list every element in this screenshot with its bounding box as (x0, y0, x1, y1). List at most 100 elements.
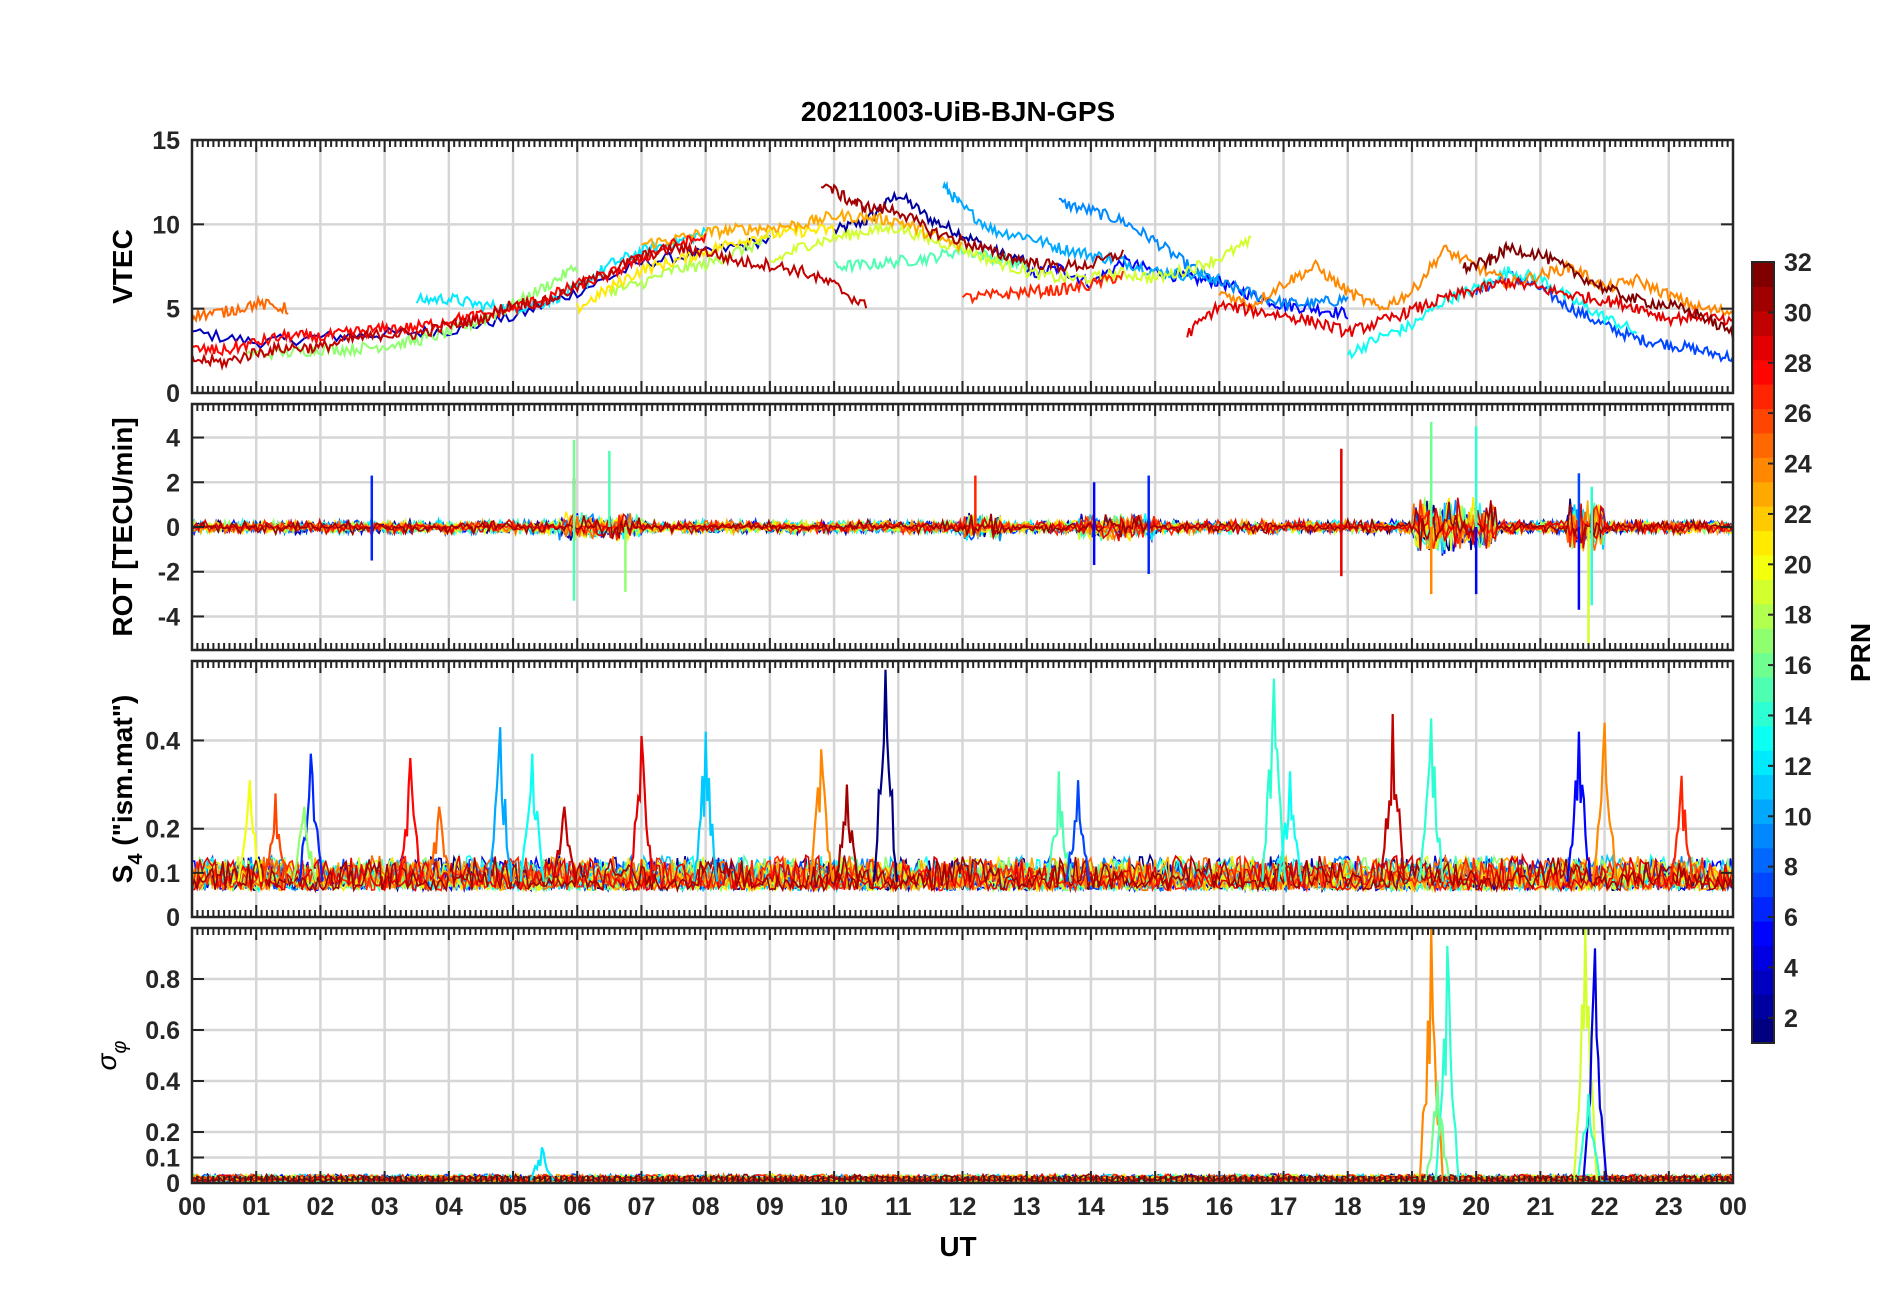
s4-series-prn-21 (192, 853, 1733, 894)
colorbar-bin (1752, 872, 1774, 898)
s4-peak-prn-10 (487, 727, 513, 882)
panel-frame (190, 138, 1735, 395)
chart-title: 20211003-UiB-BJN-GPS (801, 96, 1115, 127)
y-tick-label: 4 (166, 425, 180, 453)
x-tick-label: 08 (692, 1193, 720, 1221)
vtec-series-prn-19 (769, 220, 1252, 286)
panel-1: 0 5 10 15 VTEC (107, 127, 1735, 408)
x-tick-label: 13 (1013, 1193, 1041, 1221)
s4-peak-prn-25 (426, 806, 452, 882)
vtec-series-prn-23 (641, 207, 963, 253)
data-layer (192, 180, 1733, 371)
colorbar-tick-label: 26 (1784, 400, 1812, 428)
colorbar-bin (1752, 359, 1774, 385)
colorbar-label: PRN (1845, 623, 1876, 682)
y-tick-label: 2 (166, 469, 180, 497)
y-axis-label: σφ (91, 1041, 131, 1071)
vtec-series-prn-27 (961, 270, 1124, 305)
colorbar-tick-label: 16 (1784, 652, 1812, 680)
y-axis-label: S4 ("ism.mat") (107, 695, 147, 884)
panel-4: 00.10.2 0.4 0.6 0.8 σφ (91, 926, 1735, 1198)
colorbar-bin (1752, 725, 1774, 751)
colorbar-bin (1752, 310, 1774, 336)
colorbar-bin (1752, 847, 1774, 873)
x-tick-label: 03 (371, 1193, 399, 1221)
colorbar-bin (1752, 384, 1774, 410)
grid (192, 140, 1733, 393)
colorbar-tick-label: 8 (1784, 854, 1798, 882)
colorbar-bin (1752, 432, 1774, 458)
y-tick-label: 0.2 (145, 816, 180, 844)
x-tick-label: 21 (1526, 1193, 1554, 1221)
s4-peak-prn-7 (1065, 780, 1091, 882)
s4-peak-prn-24 (1591, 722, 1618, 882)
colorbar-tick-label: 18 (1784, 602, 1812, 630)
colorbar-bin (1752, 994, 1774, 1020)
y-tick-label: 5 (166, 296, 180, 324)
sigphi-peak-prn-19 (1572, 928, 1598, 1181)
colorbar-bin (1752, 628, 1774, 654)
colorbar-bin (1752, 652, 1774, 678)
colorbar-bin (1752, 798, 1774, 824)
y-tick-label: -4 (158, 603, 180, 631)
y-axis-label: ROT [TECU/min] (107, 417, 138, 636)
y-tick-label: 0.8 (145, 966, 180, 994)
colorbar-tick-label: 6 (1784, 904, 1798, 932)
colorbar-bin (1752, 554, 1774, 580)
panel-2: -4 -2 0 2 4 ROT [TECU/min] (107, 402, 1735, 652)
vtec-series-prn-32 (1462, 240, 1733, 340)
x-axis: 00 01 02 03 04 05 06 07 08 09 10 11 12 13 14 15 16 17 18 19… (178, 1193, 1747, 1221)
vtec-series-prn-25 (192, 294, 289, 324)
x-tick-label: 23 (1655, 1193, 1683, 1221)
y-tick-label: 0.4 (145, 1068, 180, 1096)
colorbar-bin (1752, 676, 1774, 702)
vtec-series-prn-17 (243, 263, 579, 362)
x-tick-label: 04 (435, 1193, 463, 1221)
sigphi-peak-prn-16 (1425, 1080, 1451, 1181)
colorbar-tick-label: 14 (1784, 702, 1812, 730)
sigphi-peak-prn-12 (529, 1146, 555, 1182)
x-tick-label: 14 (1077, 1193, 1105, 1221)
colorbar-bin (1752, 603, 1774, 629)
x-tick-label: 06 (563, 1193, 591, 1221)
vtec-series-prn-2 (833, 190, 1028, 268)
s4-peak-prn-5 (1566, 731, 1592, 882)
x-tick-label: 00 (178, 1193, 206, 1221)
colorbar-bin (1752, 262, 1774, 288)
y-tick-label: 0 (166, 380, 180, 408)
s4-series-prn-29 (192, 852, 1733, 893)
data-layer (192, 669, 1733, 894)
panel-3: 0 0.1 0.2 0.4S4 ("ism.mat") (107, 659, 1735, 932)
panel-frame (190, 926, 1735, 1185)
x-tick-label: 02 (307, 1193, 335, 1221)
colorbar-bin (1752, 481, 1774, 507)
s4-peak-prn-14 (1261, 678, 1287, 882)
colorbar-tick-label: 4 (1784, 954, 1798, 982)
x-tick-label: 11 (885, 1193, 912, 1221)
s4-peak-prn-6 (298, 753, 324, 882)
s4-peak-prn-27 (1669, 775, 1695, 882)
vtec-series-prn-13 (1346, 265, 1638, 360)
colorbar-frame (1751, 261, 1775, 1044)
vtec-series-prn-18 (608, 233, 771, 298)
x-tick-label: 07 (628, 1193, 656, 1221)
y-tick-label: -2 (158, 559, 180, 587)
y-tick-label: 0.4 (145, 727, 180, 755)
panel-frame (190, 402, 1735, 652)
colorbar-tick-label: 22 (1784, 501, 1812, 529)
y-tick-label: 0.1 (145, 1145, 180, 1173)
colorbar-bin (1752, 945, 1774, 971)
x-tick-label: 12 (949, 1193, 977, 1221)
vtec-series-prn-28 (192, 233, 707, 357)
s4-peak-prn-30 (1380, 713, 1406, 882)
vtec-series-prn-30 (192, 241, 868, 371)
x-tick-label: 00 (1719, 1193, 1747, 1221)
colorbar-bin (1752, 457, 1774, 483)
x-tick-label: 09 (756, 1193, 784, 1221)
y-tick-label: 10 (152, 211, 180, 239)
y-tick-label: 0.6 (145, 1017, 180, 1045)
s4-peak-prn-13 (1277, 771, 1303, 882)
x-tick-label: 20 (1462, 1193, 1490, 1221)
